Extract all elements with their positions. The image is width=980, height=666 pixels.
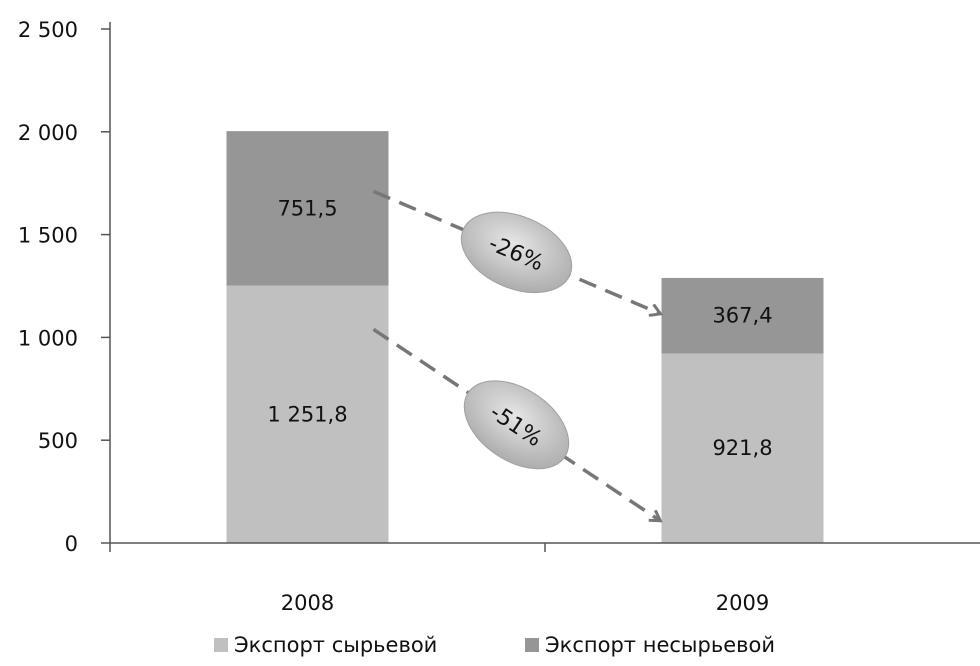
change-callout: -51% [463, 380, 570, 470]
legend: Экспорт сырьевой Экспорт несырьевой [214, 633, 775, 657]
change-callout: -26% [460, 211, 573, 294]
axes: 0 500 1 000 1 500 2 000 2 500 2008 2009 [18, 18, 980, 615]
data-label: 1 251,8 [267, 402, 347, 426]
y-tick-label: 0 [65, 532, 78, 556]
data-label: 367,4 [712, 304, 772, 328]
callout-oval [460, 211, 573, 294]
bar-nonraw-2008 [226, 131, 389, 286]
data-label: 921,8 [712, 436, 772, 460]
y-tick-label: 2 000 [18, 121, 78, 145]
y-tick-label: 500 [38, 429, 78, 453]
bar-raw-2009 [661, 353, 824, 543]
legend-label: Экспорт сырьевой [234, 633, 437, 657]
bar-nonraw-2009 [661, 277, 824, 354]
y-tick-label: 1 500 [18, 224, 78, 248]
y-tick-label: 2 500 [18, 18, 78, 42]
legend-swatch [525, 638, 539, 652]
x-tick-label: 2009 [716, 591, 769, 615]
legend-label: Экспорт несырьевой [545, 633, 775, 657]
plot-area: 1 251,8 751,5 921,8 367,4 [226, 131, 824, 543]
change-arrows: -26% -51% [372, 189, 660, 520]
y-tick-label: 1 000 [18, 326, 78, 350]
bar-raw-2008 [226, 285, 389, 543]
legend-swatch [214, 638, 228, 652]
callout-oval [463, 380, 570, 470]
x-tick-label: 2008 [281, 591, 334, 615]
data-label: 751,5 [277, 196, 337, 220]
